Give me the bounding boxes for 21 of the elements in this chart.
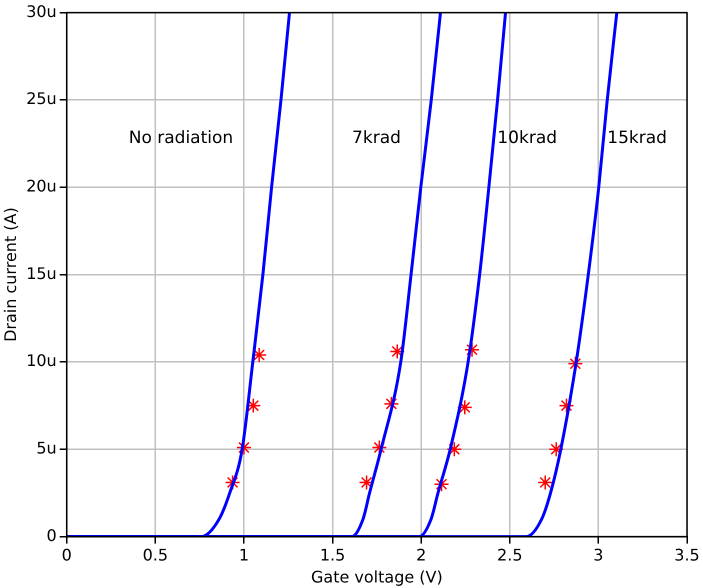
y-tick-label: 20u [26,176,57,196]
series-label: 10krad [497,128,558,148]
x-tick-label: 3 [593,545,604,564]
x-tick-label: 2 [416,545,426,564]
x-tick-label: 0.5 [142,545,168,564]
y-tick-label: 10u [26,351,57,370]
y-tick-label: 30u [26,2,57,21]
series-label: 7krad [352,128,401,148]
y-axis-title: Drain current (A) [0,207,20,342]
y-tick-label: 0 [46,526,57,545]
y-tick-label: 5u [36,438,57,458]
y-tick-label: 15u [26,264,57,283]
x-tick-label: 1.5 [320,545,346,564]
text: No radiation [128,128,234,148]
x-tick-label: 2.5 [497,545,522,564]
x-axis-title: Gate voltage (V) [311,568,443,587]
series-label: 15krad [607,128,667,148]
x-tick-label: 1 [238,545,250,564]
y-tick-label: 25u [26,89,57,108]
x-tick-label: 3.5 [674,545,700,564]
x-tick-label: 0 [62,545,72,564]
